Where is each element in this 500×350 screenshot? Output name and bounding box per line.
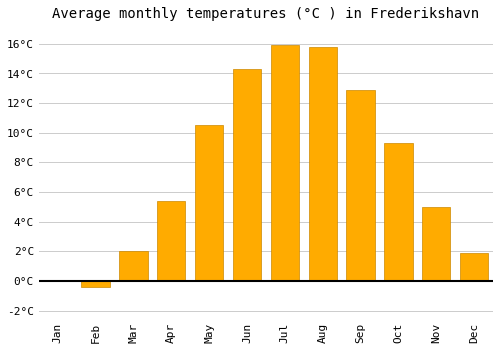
- Bar: [157, 201, 186, 281]
- Bar: [195, 125, 224, 281]
- Bar: [82, 281, 110, 287]
- Bar: [308, 47, 337, 281]
- Bar: [270, 46, 299, 281]
- Bar: [119, 251, 148, 281]
- Title: Average monthly temperatures (°C ) in Frederikshavn: Average monthly temperatures (°C ) in Fr…: [52, 7, 480, 21]
- Bar: [384, 143, 412, 281]
- Bar: [422, 207, 450, 281]
- Bar: [460, 253, 488, 281]
- Bar: [233, 69, 261, 281]
- Bar: [346, 90, 375, 281]
